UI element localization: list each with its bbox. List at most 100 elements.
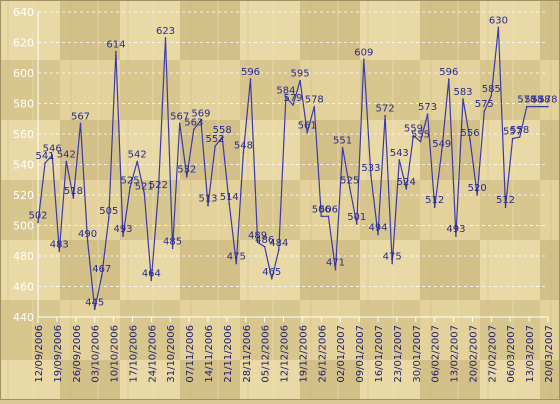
data-point [525, 105, 528, 108]
x-tick-label: 07/11/2006 [185, 325, 196, 383]
data-label: 567 [170, 111, 189, 122]
data-label: 561 [298, 120, 317, 131]
data-point [469, 139, 471, 141]
data-point [363, 58, 365, 61]
x-tick-label: 09/01/2007 [355, 325, 366, 383]
data-point [228, 203, 231, 205]
data-point [377, 233, 379, 236]
data-point [278, 249, 280, 251]
x-tick-label: 19/09/2006 [53, 325, 64, 383]
y-tick-label: 580 [13, 98, 34, 111]
data-label: 502 [28, 210, 47, 221]
data-point [306, 131, 308, 134]
data-point [242, 151, 245, 154]
data-label: 525 [340, 175, 359, 186]
data-label: 578 [517, 95, 536, 106]
data-label: 583 [453, 87, 472, 98]
y-tick-label: 520 [13, 189, 34, 202]
data-point [256, 241, 259, 244]
data-point [327, 215, 330, 218]
data-point [384, 114, 386, 117]
data-label: 513 [198, 194, 217, 205]
data-point [100, 275, 103, 277]
data-label: 572 [376, 104, 395, 115]
x-tick-label: 06/03/2007 [506, 325, 517, 383]
x-tick-label: 13/02/2007 [450, 325, 461, 383]
data-label: 522 [149, 180, 168, 191]
data-point [497, 26, 500, 29]
data-label: 475 [383, 252, 402, 263]
data-label: 578 [538, 95, 557, 106]
data-point [221, 136, 223, 138]
data-point [51, 154, 53, 157]
data-point [540, 105, 542, 108]
data-point [547, 105, 549, 108]
data-label: 494 [368, 223, 387, 234]
data-label: 563 [184, 117, 203, 128]
data-label: 483 [50, 239, 69, 250]
data-label: 484 [269, 238, 288, 249]
data-point [164, 37, 167, 39]
data-point [157, 191, 160, 193]
data-label: 578 [305, 95, 324, 106]
data-label: 493 [113, 224, 132, 235]
y-tick-label: 460 [13, 281, 34, 294]
axes [37, 12, 548, 323]
x-tick-label: 24/10/2006 [147, 325, 158, 383]
y-tick-label: 620 [13, 37, 34, 50]
x-tick-label: 28/11/2006 [242, 325, 253, 383]
data-label: 558 [213, 125, 232, 136]
data-label: 573 [418, 102, 437, 113]
x-tick-label: 23/01/2007 [393, 325, 404, 383]
x-tick-label: 05/12/2006 [261, 325, 272, 383]
data-point [518, 136, 521, 138]
y-tick-label: 560 [13, 128, 34, 141]
data-label: 595 [291, 69, 310, 80]
data-label: 555 [411, 130, 430, 141]
data-label: 541 [36, 151, 55, 162]
data-label: 512 [496, 195, 515, 206]
data-point [86, 239, 89, 242]
data-point [455, 235, 457, 237]
data-point [313, 105, 316, 108]
data-point [440, 149, 443, 152]
data-label: 623 [156, 26, 175, 37]
data-label: 548 [234, 140, 253, 151]
x-tick-label: 02/01/2007 [336, 325, 347, 383]
data-point [299, 79, 301, 82]
data-point [72, 197, 75, 199]
data-label: 609 [354, 47, 373, 58]
data-label: 506 [319, 204, 338, 215]
data-point [214, 145, 216, 147]
data-label: 489 [248, 230, 267, 241]
data-point [122, 235, 124, 237]
data-point [398, 159, 401, 161]
data-label: 501 [347, 212, 366, 223]
data-point [419, 140, 422, 143]
data-label: 542 [128, 149, 147, 160]
x-tick-label: 12/09/2006 [34, 325, 45, 383]
data-point [448, 78, 450, 80]
y-tick-label: 500 [13, 220, 34, 233]
data-point [476, 194, 478, 196]
data-point [171, 247, 174, 250]
data-point [391, 262, 393, 265]
data-point [285, 96, 287, 99]
x-tick-label: 06/02/2007 [431, 325, 442, 383]
data-label: 512 [425, 195, 444, 206]
data-label: 578 [531, 95, 550, 106]
x-tick-label: 12/12/2006 [280, 325, 291, 383]
data-point [504, 206, 507, 208]
data-label: 584 [276, 85, 295, 96]
x-tick-label: 21/11/2006 [223, 325, 234, 383]
data-label: 585 [482, 84, 501, 95]
data-label: 493 [446, 224, 465, 235]
data-label: 543 [390, 148, 409, 159]
data-point [185, 175, 188, 178]
data-label: 567 [71, 111, 90, 122]
y-tick-label: 640 [13, 6, 34, 19]
data-point [37, 221, 39, 224]
